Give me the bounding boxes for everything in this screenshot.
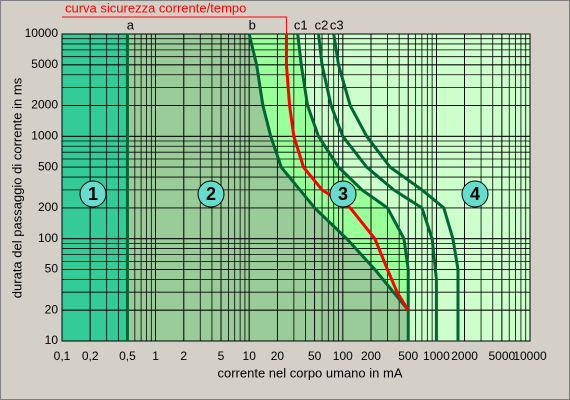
y-tick-label: 5000	[31, 57, 58, 71]
y-tick-label: 200	[38, 200, 58, 214]
y-tick-label: 50	[45, 262, 59, 276]
series-label: c2	[315, 17, 329, 32]
y-tick-label: 20	[45, 302, 59, 316]
x-tick-label: 500	[398, 349, 418, 363]
x-tick-label: 2000	[451, 349, 478, 363]
annotation: curva sicurezza corrente/tempo	[65, 0, 246, 15]
curve	[317, 33, 438, 341]
y-tick-label: 10000	[25, 26, 59, 40]
plot-frame	[61, 33, 531, 342]
series-label: a	[127, 17, 135, 32]
x-tick-label: 1000	[423, 349, 450, 363]
x-tick-label: 5000	[488, 349, 515, 363]
y-tick-label: 10	[45, 333, 59, 347]
curve	[247, 33, 410, 312]
y-tick-label: 100	[38, 231, 58, 245]
curve	[284, 34, 410, 311]
y-tick-label: 2000	[31, 98, 58, 112]
curve	[296, 33, 410, 341]
y-tick-label: 500	[38, 159, 58, 173]
x-tick-label: 0,1	[54, 349, 71, 363]
x-tick-label: 0,5	[119, 349, 136, 363]
curve	[332, 33, 460, 341]
x-tick-label: 10	[243, 349, 257, 363]
zone-label: 1	[88, 184, 98, 204]
zone-label: 3	[338, 184, 348, 204]
zone-badge	[197, 180, 225, 208]
annotation-leader	[62, 16, 287, 34]
zone-label: 4	[470, 184, 480, 204]
x-tick-label: 20	[271, 349, 285, 363]
x-tick-label: 2	[180, 349, 187, 363]
zone-label: 2	[206, 184, 216, 204]
x-tick-label: 1	[152, 349, 159, 363]
zone-badge	[329, 180, 357, 208]
x-tick-label: 10000	[513, 349, 547, 363]
x-tick-label: 200	[361, 349, 381, 363]
zone-badge	[79, 180, 107, 208]
x-tick-label: 100	[333, 349, 353, 363]
zone-badge	[461, 180, 489, 208]
x-tick-label: 50	[308, 349, 322, 363]
series-label: c3	[330, 17, 344, 32]
y-axis-label: durata del passaggio di corrente in ms	[9, 77, 24, 298]
series-label: b	[249, 17, 256, 32]
x-tick-label: 0,2	[82, 349, 99, 363]
x-axis-label: corrente nel corpo umano in mA	[218, 365, 403, 380]
series-label: c1	[294, 17, 308, 32]
x-tick-label: 5	[218, 349, 225, 363]
y-tick-label: 1000	[31, 129, 58, 143]
